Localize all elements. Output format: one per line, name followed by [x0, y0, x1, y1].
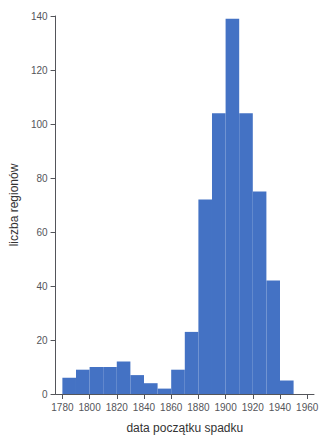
svg-text:1920: 1920	[242, 402, 265, 413]
svg-text:40: 40	[36, 281, 48, 292]
svg-text:1840: 1840	[133, 402, 156, 413]
svg-text:1800: 1800	[78, 402, 101, 413]
svg-text:140: 140	[31, 11, 48, 22]
svg-text:liczba regionów: liczba regionów	[7, 163, 21, 246]
svg-text:1780: 1780	[51, 402, 74, 413]
svg-text:120: 120	[31, 65, 48, 76]
svg-text:1900: 1900	[214, 402, 237, 413]
svg-text:60: 60	[36, 227, 48, 238]
svg-text:1960: 1960	[296, 402, 319, 413]
svg-text:1880: 1880	[187, 402, 210, 413]
svg-text:1860: 1860	[160, 402, 183, 413]
svg-text:data początku spadku: data początku spadku	[126, 421, 243, 435]
svg-text:100: 100	[31, 119, 48, 130]
svg-text:0: 0	[42, 389, 48, 400]
svg-text:80: 80	[36, 173, 48, 184]
svg-text:20: 20	[36, 335, 48, 346]
svg-text:1940: 1940	[269, 402, 292, 413]
svg-text:1820: 1820	[106, 402, 129, 413]
